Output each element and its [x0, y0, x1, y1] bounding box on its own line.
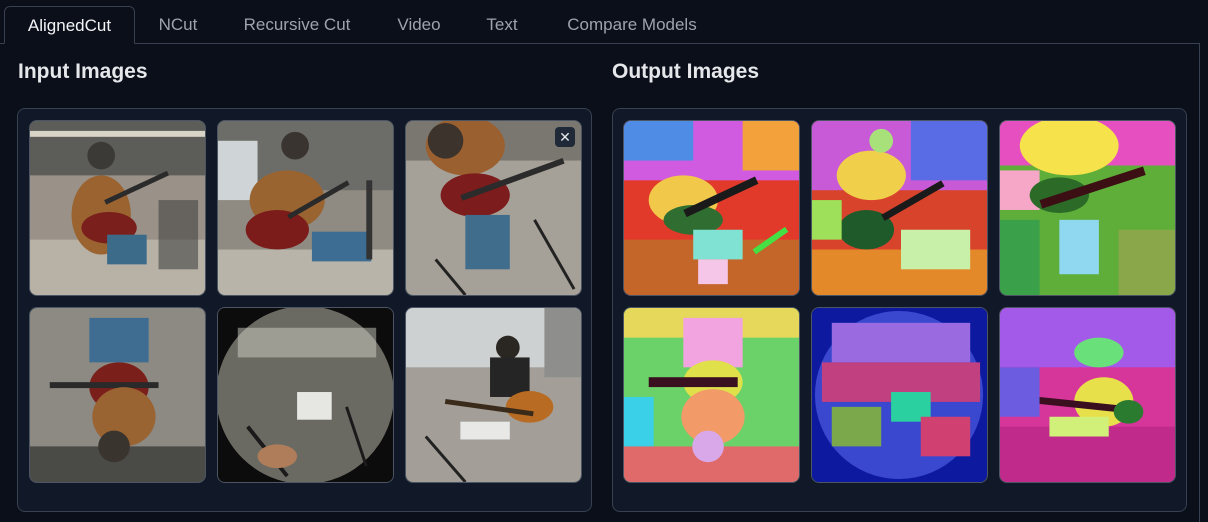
output-images-title: Output Images: [612, 60, 760, 83]
output-segmentation-4: [624, 308, 799, 482]
output-segmentation-6: [1000, 308, 1175, 482]
input-photo-6: [406, 308, 581, 482]
output-image-2[interactable]: [811, 120, 988, 296]
output-segmentation-2: [812, 121, 987, 295]
tab-video[interactable]: Video: [397, 15, 441, 34]
input-image-4[interactable]: [29, 307, 206, 483]
tab-compare-models[interactable]: Compare Models: [567, 15, 697, 34]
output-segmentation-1: [624, 121, 799, 295]
input-image-3[interactable]: ✕: [405, 120, 582, 296]
output-image-6[interactable]: [999, 307, 1176, 483]
input-photo-1: [30, 121, 205, 295]
tab-recursive-cut[interactable]: Recursive Cut: [243, 15, 351, 34]
input-image-6[interactable]: [405, 307, 582, 483]
input-image-1[interactable]: [29, 120, 206, 296]
output-segmentation-5: [812, 308, 987, 482]
output-segmentation-3: [1000, 121, 1175, 295]
output-image-3[interactable]: [999, 120, 1176, 296]
input-images-title: Input Images: [18, 60, 148, 83]
output-image-5[interactable]: [811, 307, 988, 483]
input-photo-2: [218, 121, 393, 295]
input-photo-5: [218, 308, 393, 482]
tab-bar: AlignedCut NCut Recursive Cut Video Text…: [0, 0, 1208, 44]
input-photo-4: [30, 308, 205, 482]
tab-ncut[interactable]: NCut: [158, 15, 198, 34]
tab-text[interactable]: Text: [486, 15, 518, 34]
output-image-1[interactable]: [623, 120, 800, 296]
output-gallery: [612, 108, 1187, 512]
output-image-4[interactable]: [623, 307, 800, 483]
tab-divider: [0, 43, 1200, 44]
tab-alignedcut[interactable]: AlignedCut: [4, 6, 135, 44]
input-photo-3: [406, 121, 581, 295]
content-border: [1199, 43, 1200, 522]
input-gallery: ✕: [17, 108, 592, 512]
close-icon[interactable]: ✕: [555, 127, 575, 147]
input-image-5[interactable]: [217, 307, 394, 483]
input-image-2[interactable]: [217, 120, 394, 296]
